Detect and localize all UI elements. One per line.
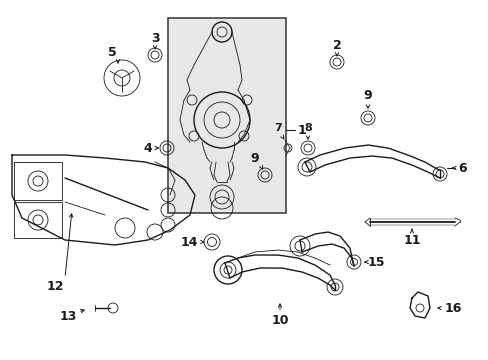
- Text: 3: 3: [151, 32, 160, 45]
- Text: 9: 9: [363, 89, 371, 102]
- Text: 4: 4: [143, 141, 152, 154]
- Text: 6: 6: [458, 162, 467, 175]
- Text: 10: 10: [271, 314, 288, 327]
- FancyBboxPatch shape: [168, 18, 285, 213]
- Text: 1: 1: [297, 123, 306, 136]
- Text: 11: 11: [403, 234, 420, 247]
- Text: 7: 7: [274, 123, 281, 133]
- Text: 16: 16: [444, 302, 462, 315]
- Text: 5: 5: [107, 45, 116, 59]
- Text: 2: 2: [332, 39, 341, 51]
- Text: 9: 9: [250, 152, 259, 165]
- Text: 15: 15: [367, 256, 385, 269]
- Text: 14: 14: [180, 235, 198, 248]
- Text: 8: 8: [304, 123, 311, 133]
- Text: 12: 12: [46, 279, 63, 292]
- Text: 13: 13: [59, 310, 77, 323]
